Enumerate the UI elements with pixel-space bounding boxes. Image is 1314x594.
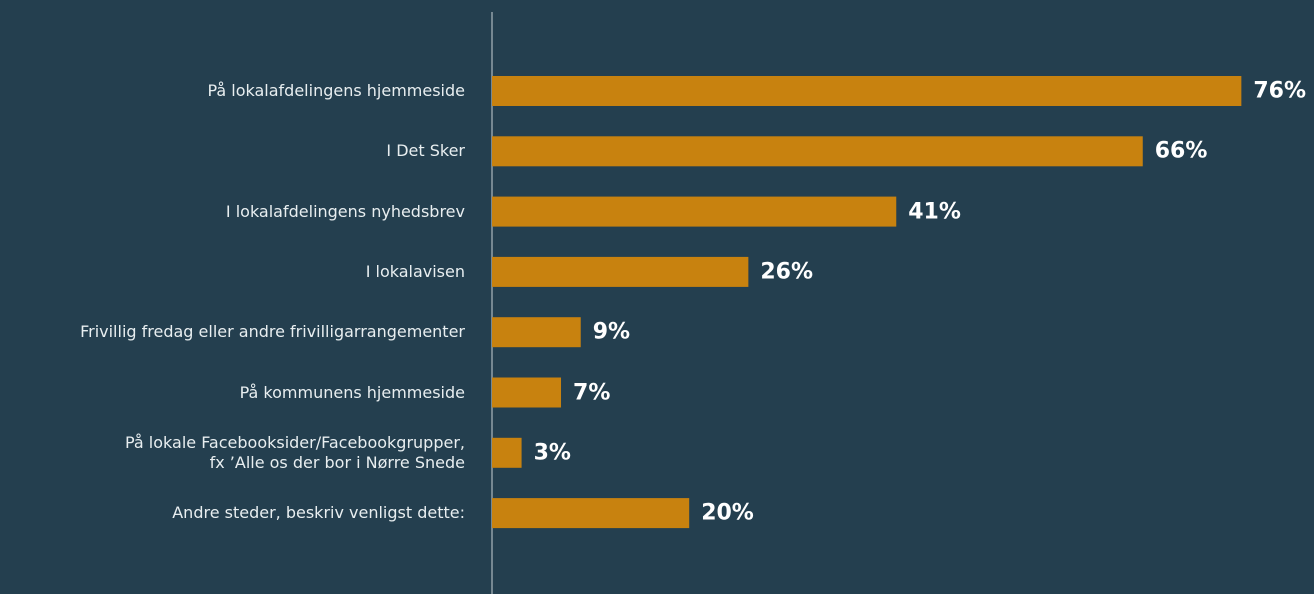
value-label: 41% (908, 199, 961, 225)
category-label: I lokalafdelingens nyhedsbrev (225, 201, 465, 221)
bar (492, 498, 690, 529)
bar (492, 437, 522, 468)
value-label: 26% (760, 259, 814, 285)
category-label: Andre steder, beskriv venligst dette: (172, 503, 465, 523)
category-label: Frivillig fredag eller andre frivilligar… (80, 322, 465, 342)
bar (492, 196, 897, 227)
value-label: 20% (701, 500, 754, 526)
category-label: På lokalafdelingens hjemmeside (207, 81, 465, 100)
bar (492, 76, 1242, 106)
value-label: 76% (1253, 78, 1307, 104)
category-label: På kommunens hjemmeside (239, 382, 465, 402)
bar (492, 136, 1143, 167)
value-label: 9% (592, 319, 631, 345)
bar (492, 377, 562, 408)
bar (492, 317, 581, 348)
category-label: På lokale Facebooksider/Facebookgrupper,… (124, 432, 465, 472)
value-label: 66% (1154, 138, 1208, 164)
bar (492, 256, 749, 287)
value-label: 3% (533, 440, 571, 466)
value-label: 7% (573, 380, 611, 405)
category-label: I Det Sker (386, 141, 465, 161)
category-label: I lokalavisen (365, 261, 465, 281)
